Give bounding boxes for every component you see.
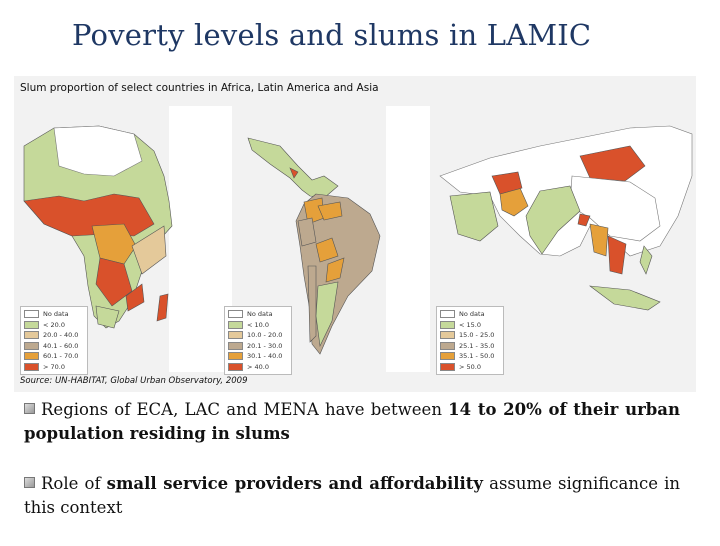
- asia-map: [439, 125, 693, 311]
- latin-america-map: [220, 106, 430, 372]
- asia-map-panel: [430, 106, 696, 372]
- figure-title: Slum proportion of select countries in A…: [20, 82, 379, 94]
- latin-america-map-panel: [220, 106, 430, 372]
- latin-america-legend: No data < 10.0 10.0 - 20.0 20.1 - 30.0 3…: [224, 306, 292, 375]
- square-bullet-icon: [24, 403, 35, 414]
- figure-source: Source: UN-HABITAT, Global Urban Observa…: [20, 376, 248, 386]
- slum-map-figure: Slum proportion of select countries in A…: [14, 76, 696, 392]
- africa-map-panel: [14, 106, 220, 372]
- bullet-item: Regions of ECA, LAC and MENA have betwee…: [24, 398, 680, 446]
- bullet-item: Role of small service providers and affo…: [24, 472, 680, 520]
- square-bullet-icon: [24, 477, 35, 488]
- bullet-text-tail: assume significance in this context: [24, 474, 680, 517]
- page-title: Poverty levels and slums in LAMIC: [72, 18, 592, 52]
- africa-map: [23, 106, 220, 372]
- asia-legend: No data < 15.0 15.0 - 25.0 25.1 - 35.0 3…: [436, 306, 504, 375]
- bullet-text: Regions of ECA, LAC and MENA have betwee…: [41, 400, 449, 419]
- africa-legend: No data < 20.0 20.0 - 40.0 40.1 - 60.0 6…: [20, 306, 88, 375]
- bullet-emphasis: small service providers and affordabilit…: [106, 474, 484, 493]
- bullet-text: Role of: [41, 474, 107, 493]
- bullet-list: Regions of ECA, LAC and MENA have betwee…: [24, 398, 680, 546]
- bullet-emphasis: 14 to 20% of their urban population resi…: [24, 400, 680, 443]
